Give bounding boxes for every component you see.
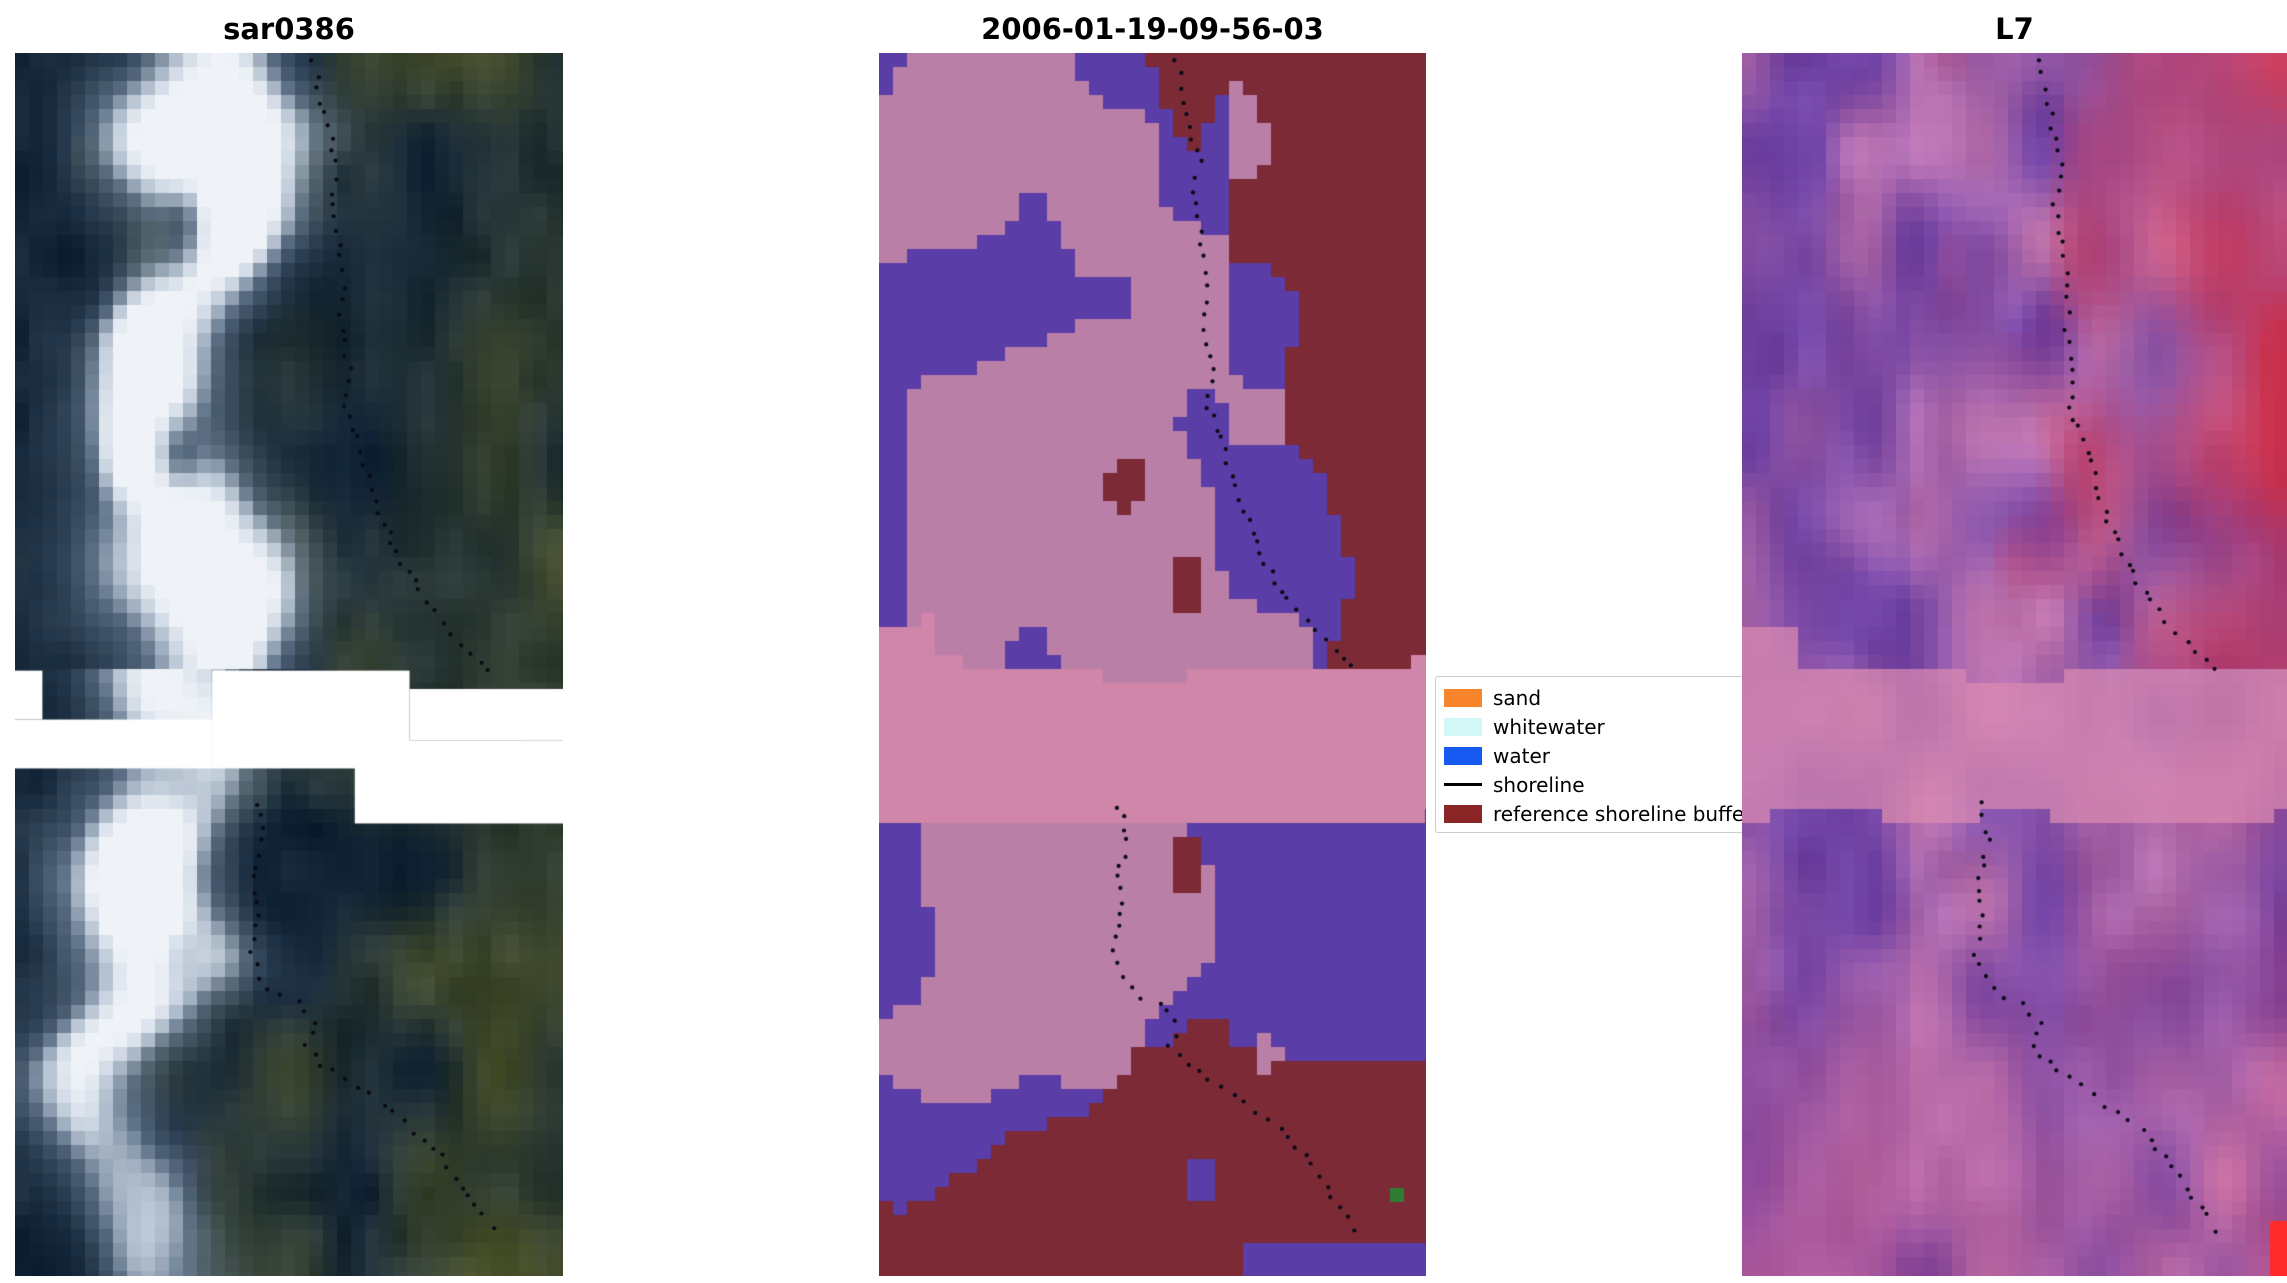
legend-label-water: water: [1493, 743, 1550, 768]
legend-label-sand: sand: [1493, 685, 1542, 710]
l7-image-panel: [1742, 53, 2287, 1276]
legend: sand whitewater water shoreline referenc…: [1435, 676, 1777, 833]
water-swatch: [1444, 746, 1482, 765]
legend-item-sand: sand: [1444, 683, 1776, 712]
shoreline-line-swatch: [1444, 783, 1482, 786]
legend-item-reference-shoreline-buffer: reference shoreline buffer: [1444, 799, 1776, 828]
legend-label-shoreline: shoreline: [1493, 772, 1585, 797]
panel-title-l7: L7: [1995, 12, 2034, 46]
sar-image-panel: [15, 53, 563, 1276]
legend-item-shoreline: shoreline: [1444, 770, 1776, 799]
panel-title-sar0386: sar0386: [223, 12, 355, 46]
legend-item-whitewater: whitewater: [1444, 712, 1776, 741]
reference-shoreline-buffer-swatch: [1444, 804, 1482, 823]
classification-image-panel: [879, 53, 1426, 1276]
sand-swatch: [1444, 688, 1482, 707]
whitewater-swatch: [1444, 717, 1482, 736]
panel-title-classification-date: 2006-01-19-09-56-03: [981, 12, 1324, 46]
legend-label-reference-shoreline-buffer: reference shoreline buffer: [1493, 801, 1753, 826]
legend-label-whitewater: whitewater: [1493, 714, 1605, 739]
legend-item-water: water: [1444, 741, 1776, 770]
